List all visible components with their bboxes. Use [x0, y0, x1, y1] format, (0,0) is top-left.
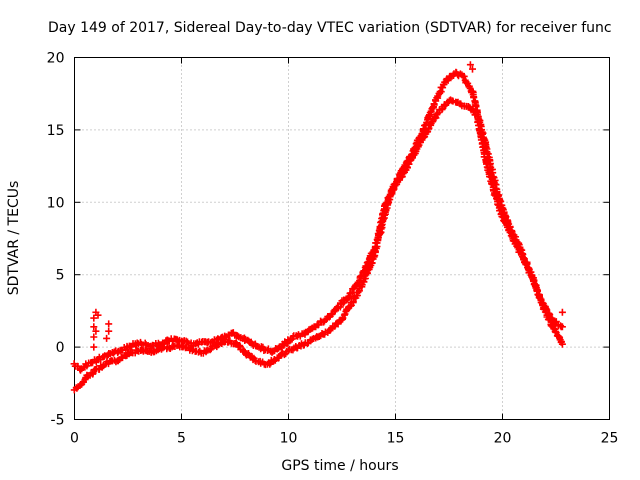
- data-point: [77, 366, 84, 374]
- axis-ticks: 0 5 10 15 20 25 -5 0 5 10 15 20: [47, 51, 619, 447]
- data-point: [105, 320, 113, 328]
- data-point: [466, 61, 474, 69]
- x-tick-label: 15: [387, 431, 405, 447]
- data-point: [287, 336, 295, 344]
- data-point: [338, 297, 346, 305]
- x-tick-label: 20: [494, 431, 512, 447]
- data-point: [90, 323, 98, 331]
- data-point: [327, 310, 335, 318]
- data-point: [105, 327, 113, 335]
- data-point: [89, 369, 97, 377]
- data-point: [203, 339, 211, 347]
- data-point: [398, 173, 406, 181]
- data-point: [349, 298, 357, 306]
- data-point: [465, 83, 473, 91]
- plot-frame: [74, 57, 610, 420]
- y-tick-label: 0: [56, 340, 65, 356]
- data-point: [414, 142, 422, 150]
- data-point: [390, 185, 398, 193]
- data-point: [558, 323, 566, 331]
- x-axis-label: GPS time / hours: [281, 458, 398, 474]
- data-point: [552, 329, 560, 336]
- data-point: [558, 340, 566, 348]
- x-tick-label: 0: [70, 431, 79, 447]
- data-point: [378, 215, 386, 222]
- y-axis-label: SDTVAR / TECUs: [6, 181, 22, 296]
- data-point: [90, 333, 98, 341]
- y-tick-label: 15: [47, 123, 65, 139]
- data-point: [460, 72, 468, 80]
- y-tick-label: 10: [47, 195, 65, 211]
- data-point: [469, 65, 476, 73]
- data-point: [534, 287, 541, 295]
- data-point: [103, 334, 111, 342]
- chart-title: Day 149 of 2017, Sidereal Day-to-day VTE…: [48, 20, 612, 36]
- data-point: [391, 182, 399, 190]
- y-tick-label: 20: [47, 51, 65, 67]
- data-point: [354, 288, 362, 296]
- x-tick-label: 10: [280, 431, 298, 447]
- data-point: [424, 116, 432, 124]
- data-points: [70, 61, 566, 394]
- data-point: [94, 311, 102, 319]
- y-tick-label: -5: [51, 413, 65, 429]
- data-point: [90, 343, 98, 351]
- data-point: [266, 360, 274, 368]
- y-tick-label: 5: [56, 268, 65, 284]
- data-point: [90, 314, 98, 322]
- x-tick-label: 5: [177, 431, 186, 447]
- data-point: [470, 94, 478, 102]
- grid: [74, 57, 610, 420]
- data-point: [426, 109, 434, 117]
- data-point: [558, 308, 566, 316]
- data-point: [379, 210, 387, 218]
- x-tick-label: 25: [601, 431, 619, 447]
- data-point: [92, 327, 100, 335]
- data-point: [537, 295, 545, 303]
